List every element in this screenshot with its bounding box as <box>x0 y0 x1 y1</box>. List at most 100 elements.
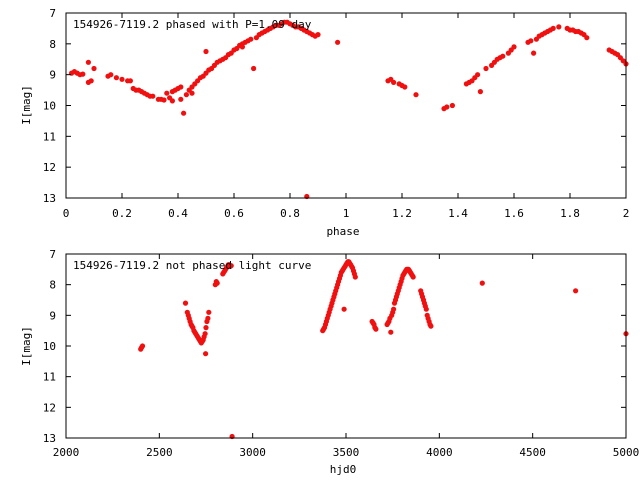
unphased-data-points <box>138 259 629 440</box>
phased-data-point <box>251 65 257 72</box>
phased-data-point <box>550 25 556 31</box>
unphased-y-tick-label: 7 <box>49 248 56 261</box>
phased-x-tick-label: 1.4 <box>448 207 468 220</box>
phased-light-curve-plot: 0 0.2 0.4 0.6 0.8 1 1.2 1.4 1.6 1.8 2 78910111213 … <box>20 7 629 238</box>
unphased-plot-frame <box>65 253 627 439</box>
phased-data-point <box>500 53 506 59</box>
unphased-data-point <box>182 300 189 306</box>
phased-data-point <box>108 72 114 78</box>
phased-y-tick-label: 13 <box>43 192 56 205</box>
phased-plot-frame <box>65 12 627 199</box>
phased-x-tick-label: 1.8 <box>560 207 580 220</box>
phased-data-point <box>477 89 483 95</box>
phased-data-point <box>164 90 170 96</box>
phased-data-point <box>444 104 450 110</box>
unphased-y-axis-label: I[mag] <box>20 326 33 366</box>
unphased-x-tick-label: 2500 <box>146 446 173 459</box>
unphased-data-point <box>373 326 379 332</box>
phased-data-point <box>113 75 119 81</box>
unphased-x-tick-label: 4500 <box>519 446 546 459</box>
phased-y-tick-label: 10 <box>43 100 56 113</box>
phased-data-point <box>483 65 489 72</box>
phased-data-point <box>475 72 481 78</box>
phased-data-point <box>91 65 97 72</box>
unphased-data-point <box>202 331 208 337</box>
unphased-data-point <box>214 280 220 286</box>
phased-data-points <box>69 19 629 200</box>
phased-y-axis-label: I[mag] <box>20 85 33 125</box>
phased-data-point <box>169 98 175 104</box>
unphased-x-tick-label: 2000 <box>53 446 80 459</box>
unphased-data-point <box>352 274 358 280</box>
unphased-y-tick-label: 13 <box>43 432 56 445</box>
unphased-data-point <box>139 343 146 349</box>
phased-y-tick-label: 9 <box>49 69 56 82</box>
unphased-data-point <box>228 263 234 269</box>
unphased-data-point <box>206 309 212 315</box>
phased-data-point <box>413 92 419 98</box>
unphased-data-point <box>388 329 394 335</box>
phased-data-point <box>402 84 408 90</box>
unphased-light-curve-plot: 2000 2500 3000 3500 4000 4500 5000 7 8 9 10 11 12 13… <box>20 248 639 476</box>
phased-data-point <box>161 97 167 103</box>
phased-data-point <box>449 102 455 109</box>
unphased-y-tick-label: 12 <box>43 401 56 414</box>
phased-data-point <box>391 79 397 85</box>
phased-data-point <box>85 59 91 65</box>
unphased-x-tick-label: 4000 <box>426 446 453 459</box>
phased-data-point <box>531 50 537 56</box>
phased-x-tick-label: 1.2 <box>392 207 412 220</box>
phased-data-point <box>80 71 86 77</box>
phased-data-point <box>335 39 341 45</box>
unphased-plot-title: 154926-7119.2 not phased light curve <box>73 259 311 272</box>
phased-data-point <box>119 76 125 82</box>
phased-x-tick-label: 0.8 <box>280 207 300 220</box>
phased-data-point <box>248 36 254 42</box>
phased-x-tick-label: 1 <box>343 207 350 220</box>
phased-data-point <box>150 93 156 99</box>
phased-data-point <box>127 78 133 84</box>
unphased-data-point <box>203 351 209 357</box>
unphased-data-point <box>479 280 485 286</box>
phased-data-point <box>528 38 534 44</box>
phased-y-tick-label: 12 <box>43 161 56 174</box>
phased-x-tick-label: 0.6 <box>224 207 244 220</box>
unphased-data-point <box>428 323 434 329</box>
phased-x-axis-label: phase <box>326 225 359 238</box>
unphased-data-point <box>410 274 416 280</box>
unphased-x-axis-label: hjd0 <box>330 463 357 476</box>
phased-data-point <box>88 78 94 84</box>
unphased-data-point <box>391 306 397 312</box>
unphased-x-axis-ticks: 2000 2500 3000 3500 4000 4500 5000 <box>53 254 640 459</box>
unphased-y-tick-label: 9 <box>49 309 56 322</box>
phased-data-point <box>183 92 189 98</box>
unphased-x-tick-label: 3500 <box>333 446 360 459</box>
phased-y-tick-label: 11 <box>43 130 56 143</box>
phased-y-axis-ticks: 7 8 9 10 11 12 13 <box>43 7 626 205</box>
phased-x-axis-ticks: 0 0.2 0.4 0.6 0.8 1 1.2 1.4 1.6 1.8 2 <box>63 13 630 220</box>
unphased-y-tick-label: 11 <box>43 371 56 384</box>
phased-data-point <box>315 31 321 38</box>
phased-data-point <box>189 90 195 96</box>
phased-x-tick-label: 1.6 <box>504 207 524 220</box>
phased-y-tick-label: 7 <box>49 7 56 20</box>
phased-data-point <box>178 96 184 102</box>
phased-data-point <box>584 35 590 41</box>
phased-y-tick-label: 8 <box>49 38 56 51</box>
unphased-x-tick-label: 3000 <box>239 446 266 459</box>
phased-x-tick-label: 2 <box>623 207 630 220</box>
phased-data-point <box>556 24 562 30</box>
unphased-data-point <box>341 306 347 312</box>
unphased-y-tick-label: 10 <box>43 340 56 353</box>
phased-data-point <box>178 84 184 90</box>
unphased-data-point <box>205 315 211 321</box>
unphased-x-tick-label: 5000 <box>613 446 640 459</box>
unphased-data-point <box>423 306 429 312</box>
phased-data-point <box>511 44 517 50</box>
phased-data-point <box>239 44 245 50</box>
phased-data-point <box>203 48 209 55</box>
unphased-y-tick-label: 8 <box>49 279 56 292</box>
unphased-y-axis-ticks: 7 8 9 10 11 12 13 <box>43 248 626 445</box>
